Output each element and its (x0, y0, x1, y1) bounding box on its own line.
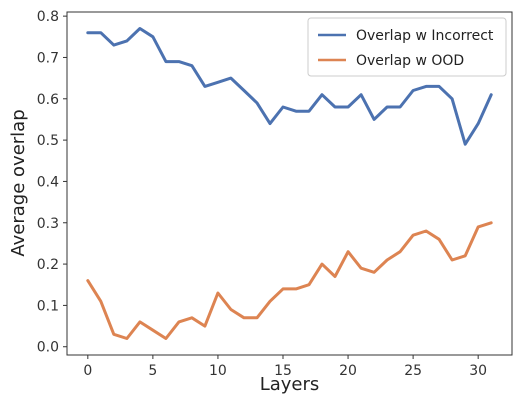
y-tick-label: 0.5 (37, 133, 59, 149)
series-line-ood (86, 221, 493, 340)
x-tick-label: 10 (209, 363, 227, 379)
x-tick-label: 0 (83, 363, 92, 379)
legend-label-incorrect: Overlap w Incorrect (356, 28, 494, 44)
y-tick-label: 0.7 (37, 50, 59, 66)
y-tick-label: 0.8 (37, 9, 59, 25)
x-tick-label: 20 (339, 363, 357, 379)
y-tick-label: 0.1 (37, 298, 59, 314)
y-tick-label: 0.2 (37, 257, 59, 273)
legend-box (307, 17, 507, 77)
y-tick-label: 0.6 (37, 92, 59, 108)
x-tick-label: 5 (148, 363, 157, 379)
y-axis-title: Average overlap (8, 109, 29, 256)
y-tick-label: 0.4 (37, 174, 59, 190)
x-axis: 0 5 10 15 20 25 30 (83, 355, 487, 379)
y-tick-label: 0.0 (37, 340, 59, 356)
legend: Overlap w Incorrect Overlap w OOD (307, 17, 507, 77)
x-tick-label: 30 (469, 363, 487, 379)
y-axis: 0.0 0.1 0.2 0.3 0.4 0.5 0.6 0.7 0.8 (37, 9, 67, 356)
series-line-incorrect (86, 27, 493, 146)
y-tick-label: 0.3 (37, 216, 59, 232)
x-tick-label: 15 (274, 363, 292, 379)
legend-label-ood: Overlap w OOD (356, 53, 464, 69)
series-lines (86, 27, 493, 340)
x-tick-label: 25 (404, 363, 422, 379)
x-axis-title: Layers (260, 374, 320, 395)
